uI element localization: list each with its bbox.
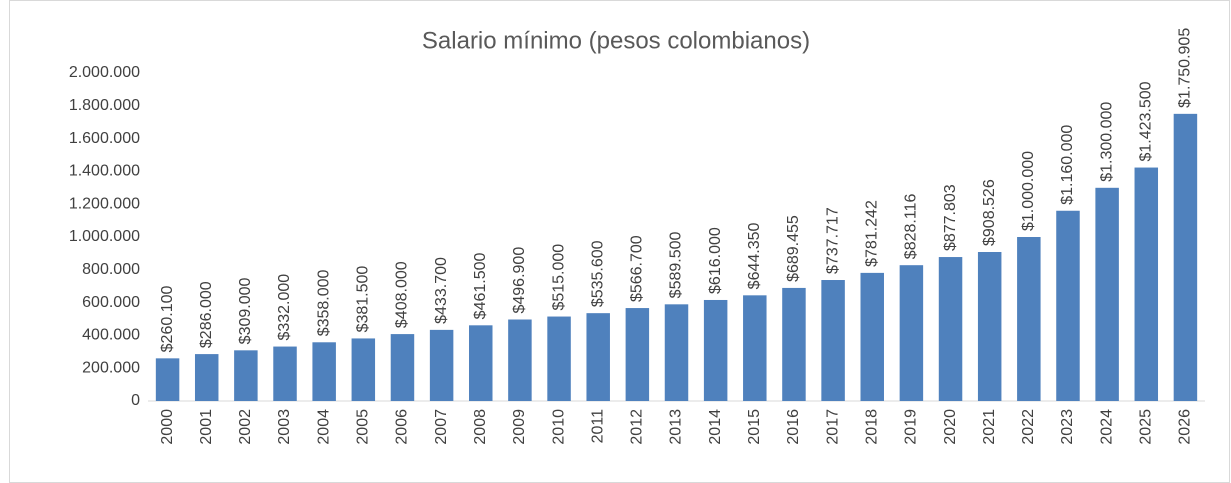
value-label: $1.000.000	[1020, 151, 1037, 231]
value-label: $616.000	[707, 227, 724, 294]
value-label: $496.900	[511, 247, 528, 314]
x-tick-label: 2000	[159, 409, 176, 445]
x-tick-label: 2002	[237, 409, 254, 445]
y-tick-label: 400.000	[82, 327, 140, 344]
bar	[312, 342, 336, 401]
x-tick-label: 2017	[824, 409, 841, 445]
x-tick-label: 2001	[198, 409, 215, 445]
bar	[1095, 187, 1119, 401]
value-label: $737.717	[824, 207, 841, 274]
x-tick-label: 2016	[785, 409, 802, 445]
bar	[743, 295, 767, 401]
x-tick-label: 2014	[707, 409, 724, 445]
x-tick-label: 2013	[668, 409, 685, 445]
x-tick-label: 2004	[315, 409, 332, 445]
value-label: $566.700	[629, 235, 646, 302]
bar	[664, 304, 689, 401]
x-tick-label: 2025	[1137, 409, 1154, 445]
value-label: $1.423.500	[1137, 81, 1154, 161]
value-label: $260.100	[159, 286, 176, 353]
x-tick-label: 2020	[942, 409, 959, 445]
bar	[977, 252, 1002, 401]
x-tick-label: 2003	[276, 409, 293, 445]
x-tick-label: 2018	[863, 409, 880, 445]
value-label: $877.803	[942, 184, 959, 251]
bar	[469, 325, 493, 401]
value-label: $332.000	[276, 274, 293, 341]
y-tick-label: 800.000	[82, 261, 140, 278]
bar	[508, 319, 532, 401]
bar	[273, 346, 297, 401]
value-label: $433.700	[433, 257, 450, 324]
x-tick-label: 2005	[355, 409, 372, 445]
bar	[1173, 113, 1198, 402]
bar	[703, 299, 728, 401]
bar	[860, 272, 884, 401]
bar	[351, 338, 376, 401]
value-label: $309.000	[237, 277, 254, 344]
value-label: $358.000	[315, 269, 332, 336]
chart-title: Salario mínimo (pesos colombianos)	[422, 27, 810, 54]
y-tick-label: 1.200.000	[69, 195, 140, 212]
bar	[938, 257, 963, 401]
x-tick-label: 2007	[433, 409, 450, 445]
bar	[821, 280, 845, 401]
value-label: $1.300.000	[1098, 102, 1115, 182]
x-tick-label: 2015	[746, 409, 763, 445]
x-tick-label: 2011	[589, 409, 606, 444]
bar	[625, 308, 650, 401]
x-tick-label: 2008	[472, 409, 489, 445]
bar	[1056, 210, 1080, 401]
y-tick-label: 1.000.000	[69, 228, 140, 245]
bar	[547, 316, 571, 401]
bar	[194, 354, 219, 401]
value-label: $781.242	[863, 200, 880, 267]
x-tick-label: 2023	[1059, 409, 1076, 445]
chart-frame	[9, 0, 1230, 483]
value-label: $381.500	[355, 266, 372, 333]
y-tick-label: 0	[131, 392, 140, 409]
x-tick-label: 2021	[981, 409, 998, 445]
bar	[899, 265, 924, 401]
value-label: $689.455	[785, 215, 802, 282]
value-label: $1.750.905	[1177, 28, 1194, 108]
x-tick-label: 2009	[511, 409, 528, 445]
value-label: $408.000	[394, 261, 411, 328]
value-label: $515.000	[550, 244, 567, 311]
bar	[782, 287, 806, 401]
x-tick-label: 2026	[1177, 409, 1194, 445]
value-label: $589.500	[668, 231, 685, 298]
value-label: $1.160.000	[1059, 125, 1076, 205]
x-tick-label: 2019	[903, 409, 920, 445]
value-label: $908.526	[981, 179, 998, 246]
x-tick-label: 2010	[550, 409, 567, 445]
bar	[586, 313, 610, 401]
value-label: $286.000	[198, 281, 215, 348]
x-tick-label: 2022	[1020, 409, 1037, 445]
y-tick-label: 600.000	[82, 294, 140, 311]
bar	[1134, 167, 1159, 401]
bar	[234, 350, 258, 401]
bar	[1017, 237, 1041, 401]
bar	[390, 334, 415, 401]
x-tick-label: 2024	[1098, 409, 1115, 445]
value-label: $535.600	[589, 240, 606, 307]
value-label: $644.350	[746, 222, 763, 289]
y-tick-label: 1.600.000	[69, 130, 140, 147]
y-tick-label: 1.400.000	[69, 163, 140, 180]
y-tick-label: 2.000.000	[69, 64, 140, 81]
value-label: $828.116	[903, 194, 920, 260]
bar	[429, 329, 454, 401]
x-tick-label: 2012	[629, 409, 646, 445]
x-tick-label: 2006	[394, 409, 411, 445]
y-tick-label: 200.000	[82, 359, 140, 376]
y-tick-label: 1.800.000	[69, 97, 140, 114]
bar	[155, 358, 180, 401]
value-label: $461.500	[472, 252, 489, 319]
